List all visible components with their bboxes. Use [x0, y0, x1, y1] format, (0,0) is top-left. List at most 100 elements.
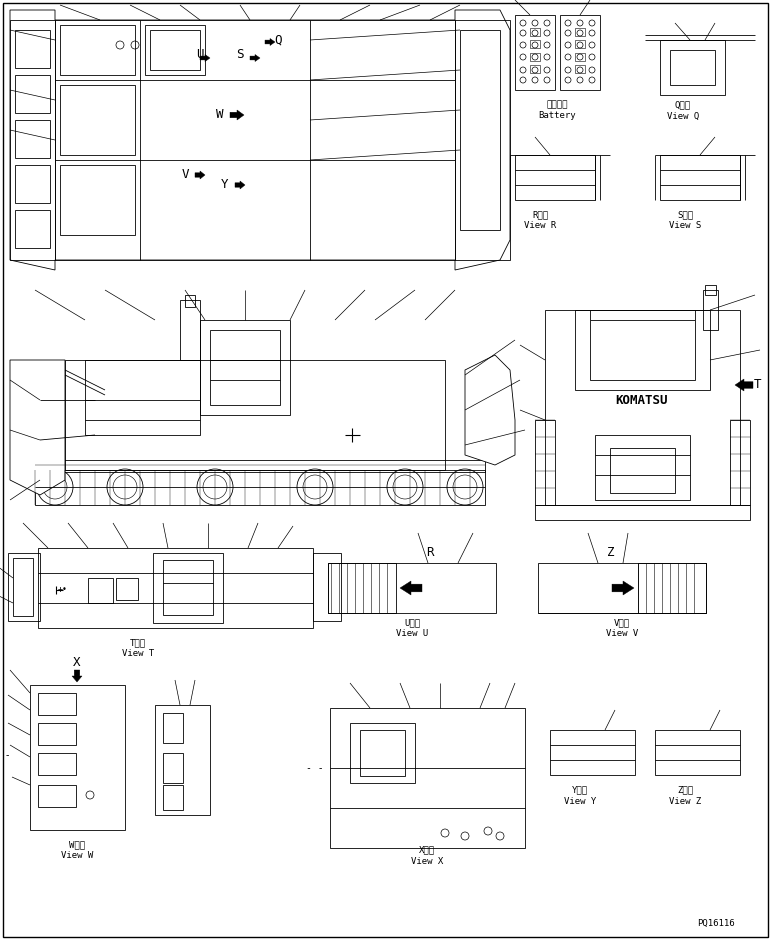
Text: Q　視: Q 視 [675, 101, 691, 109]
Text: R: R [426, 546, 434, 559]
Bar [163, 560, 213, 615]
Bar [65, 360, 445, 470]
Bar [35, 470, 485, 505]
Bar [575, 40, 585, 48]
Bar [153, 553, 223, 623]
Bar [60, 165, 135, 235]
Text: T: T [753, 379, 761, 391]
Bar [360, 730, 405, 776]
Bar [350, 723, 415, 783]
Bar [55, 20, 455, 260]
Bar [660, 40, 725, 95]
Text: Battery: Battery [538, 112, 576, 120]
Bar [575, 53, 585, 61]
Polygon shape [195, 171, 205, 179]
Polygon shape [235, 181, 245, 189]
Polygon shape [465, 355, 515, 465]
Bar [10, 20, 55, 260]
Bar [660, 155, 740, 200]
Bar [60, 85, 135, 155]
Text: +•: +• [58, 586, 68, 594]
Bar [575, 310, 710, 390]
Bar [550, 730, 635, 775]
Text: View Y: View Y [564, 796, 596, 806]
Bar [15, 75, 50, 113]
Bar [313, 553, 341, 621]
Bar [38, 785, 76, 807]
Text: W: W [216, 108, 224, 121]
Bar [610, 448, 675, 493]
Bar [530, 28, 540, 36]
Bar [455, 20, 510, 260]
Bar [38, 693, 76, 715]
Bar [703, 290, 718, 330]
Text: View T: View T [122, 650, 154, 659]
Text: - -: - - [0, 750, 11, 760]
Bar [15, 165, 50, 203]
Bar [13, 558, 33, 616]
Bar [163, 753, 183, 783]
Bar [88, 578, 113, 603]
Bar [705, 285, 716, 295]
Text: R　視: R 視 [532, 211, 548, 220]
Bar [328, 563, 496, 613]
Bar [460, 30, 500, 230]
Bar [15, 210, 50, 248]
Text: U　視: U 視 [404, 619, 420, 628]
Text: W　視: W 視 [69, 840, 85, 850]
Text: View V: View V [606, 630, 638, 638]
Bar [638, 563, 706, 613]
Bar [590, 320, 695, 380]
Polygon shape [400, 581, 422, 595]
Bar [530, 40, 540, 48]
Bar [595, 435, 690, 500]
Bar [200, 320, 290, 415]
Polygon shape [72, 670, 82, 682]
Polygon shape [10, 360, 65, 495]
Text: バッテリ: バッテリ [546, 101, 567, 109]
Bar [515, 15, 555, 90]
Text: T　視: T 視 [130, 638, 146, 648]
Bar [38, 548, 313, 628]
Bar [330, 708, 525, 848]
Bar [8, 553, 40, 621]
Text: View Q: View Q [667, 112, 699, 120]
Text: View S: View S [669, 222, 701, 230]
Bar [150, 30, 200, 70]
Text: View W: View W [61, 852, 93, 860]
Text: X　視: X 視 [419, 845, 435, 854]
Text: View Z: View Z [669, 796, 701, 806]
Bar [560, 15, 600, 90]
Bar [30, 685, 125, 830]
Bar [38, 753, 76, 775]
Bar [655, 730, 740, 775]
Text: Q: Q [274, 34, 281, 46]
Polygon shape [10, 10, 510, 270]
Text: X: X [73, 656, 81, 669]
Bar [530, 53, 540, 61]
Bar [328, 563, 396, 613]
Bar [60, 25, 135, 75]
Text: V: V [181, 168, 189, 181]
Bar [515, 155, 595, 200]
Bar [575, 65, 585, 73]
Text: V　視: V 視 [614, 619, 630, 628]
Text: Y　視: Y 視 [572, 786, 588, 794]
Bar [530, 65, 540, 73]
Text: Y: Y [221, 179, 229, 192]
Bar [116, 578, 138, 600]
Text: S　視: S 視 [677, 211, 693, 220]
Text: S: S [236, 49, 244, 61]
Text: - -: - - [306, 763, 324, 773]
Bar [538, 563, 706, 613]
Polygon shape [735, 379, 753, 391]
Bar [545, 310, 740, 505]
Bar [15, 120, 50, 158]
Bar [163, 713, 183, 743]
Text: Z　視: Z 視 [677, 786, 693, 794]
Bar [155, 705, 210, 815]
Text: View U: View U [396, 630, 428, 638]
Bar [575, 28, 585, 36]
Polygon shape [230, 110, 244, 120]
Text: U: U [197, 49, 204, 61]
